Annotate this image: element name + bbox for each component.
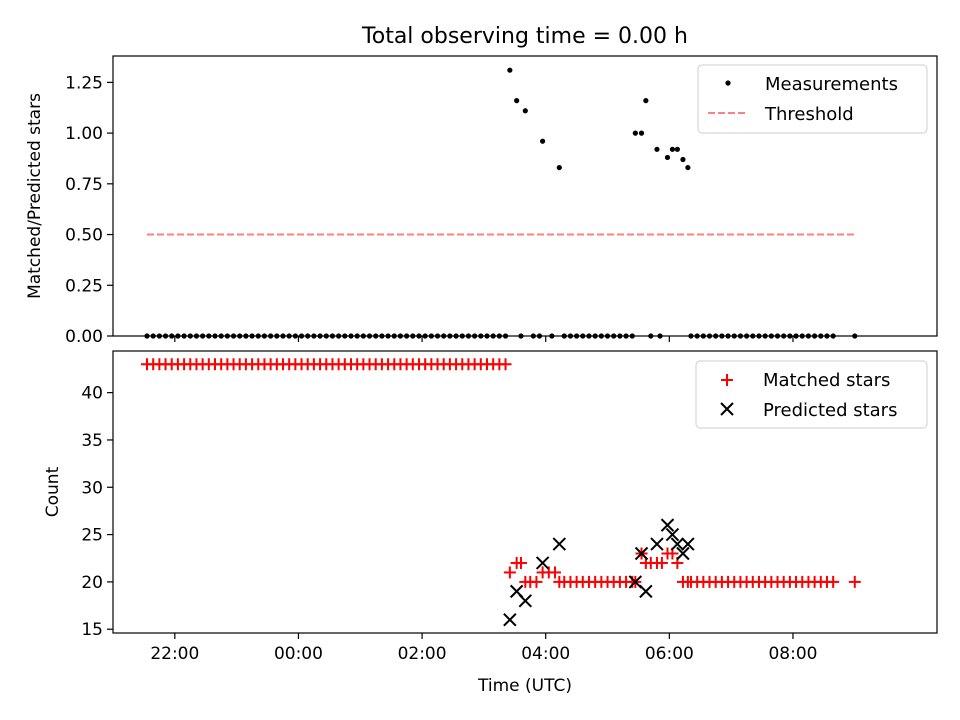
measurement-point (669, 146, 676, 152)
y-tick-label: 15 (81, 620, 103, 640)
measurements-legend-marker (725, 80, 731, 86)
predicted-star-point (639, 584, 653, 599)
predicted-star-point (681, 537, 695, 551)
predicted-star-stroke (639, 584, 653, 599)
count-x-axis: 22:00 00:00 02:00 04:00 06:00 08:00 (150, 633, 817, 664)
y-tick-label: 30 (81, 478, 103, 498)
ratio-legend-box (697, 64, 928, 134)
measurement-point (556, 164, 562, 171)
matched-legend-label: Matched stars (763, 370, 890, 391)
predicted-star-point (634, 546, 649, 561)
matched-star-point (548, 566, 561, 579)
y-tick-label: 35 (81, 431, 103, 451)
y-tick-label: 20 (81, 573, 103, 593)
ratio-y-axis-label: Matched/Predicted stars (25, 93, 45, 299)
x-tick-label: 08:00 (768, 644, 817, 664)
x-axis-label: Time (UTC) (477, 676, 572, 696)
predicted-star-stroke (518, 594, 533, 608)
predicted-star-stroke (665, 527, 680, 542)
predicted-star-stroke (509, 584, 524, 599)
y-tick-label: 40 (81, 384, 103, 404)
measurements-legend-label: Measurements (765, 74, 898, 95)
predicted-star-stroke (552, 537, 567, 551)
measurement-point (540, 138, 546, 144)
y-tick-label: 1.00 (65, 124, 103, 144)
measurement-point (638, 130, 645, 136)
predicted-star-stroke (670, 537, 685, 551)
predicted-star-point (535, 556, 550, 570)
predicted-star-point (676, 546, 690, 561)
matched-star-point (848, 575, 861, 588)
ratio-x-axis (174, 336, 794, 342)
measurement-point (514, 98, 520, 104)
count-y-axis: 15 20 25 30 35 40 (81, 384, 113, 640)
count-panel: 15 20 25 30 35 40 22:00 00:00 02:00 04:00 06:00 08… (43, 350, 938, 696)
count-y-axis-label: Count (43, 466, 63, 517)
count-legend-box (695, 360, 928, 429)
figure-title: Total observing time = 0.00 h (361, 24, 688, 49)
ratio-y-axis: 0.00 0.25 0.50 0.75 1.00 1.25 (65, 73, 113, 347)
y-tick-label: 0.50 (65, 226, 103, 246)
matched-legend-marker (721, 374, 733, 386)
measurement-point (632, 130, 638, 136)
y-tick-label: 0.25 (65, 276, 103, 296)
predicted-star-stroke (634, 546, 649, 561)
predicted-legend-marker (720, 402, 734, 416)
predicted-star-point (670, 537, 685, 551)
ratio-plot-frame (112, 55, 938, 337)
predicted-star-stroke (676, 546, 690, 561)
matched-star-point (827, 575, 840, 588)
predicted-star-point (650, 537, 664, 551)
predicted-star-stroke (503, 613, 517, 627)
predicted-star-point (660, 518, 675, 532)
matched-star-point (655, 556, 668, 569)
predicted-star-stroke (681, 537, 695, 551)
y-tick-label: 1.25 (65, 73, 103, 93)
y-tick-label: 25 (81, 526, 103, 546)
measurement-point (664, 154, 671, 161)
predicted-star-point (503, 613, 517, 627)
matched-star-point (530, 575, 543, 588)
measurement-point (685, 164, 691, 171)
matched-star-point (499, 358, 512, 371)
predicted-star-stroke (535, 556, 550, 570)
predicted-star-stroke (628, 575, 643, 589)
ratio-panel: 0.00 0.25 0.50 0.75 1.00 1.25 Matched/Predict… (25, 55, 938, 347)
measurement-point (507, 67, 513, 73)
predicted-star-point (665, 527, 680, 542)
x-tick-label: 06:00 (645, 644, 694, 664)
measurement-point (674, 146, 680, 152)
predicted-star-stroke (660, 518, 675, 532)
y-tick-label: 0.75 (65, 175, 103, 195)
matched-star-point (514, 556, 527, 569)
predicted-legend-label: Predicted stars (763, 400, 897, 421)
x-tick-label: 22:00 (150, 644, 199, 664)
measurement-point (654, 146, 660, 152)
predicted-star-point (552, 537, 567, 551)
count-plot-frame (112, 350, 938, 634)
ratio-legend: Measurements Threshold (697, 64, 928, 134)
x-tick-label: 04:00 (521, 644, 570, 664)
y-tick-label: 0.00 (65, 327, 103, 347)
count-legend: Matched stars Predicted stars (695, 360, 928, 429)
count-marks (140, 358, 861, 627)
threshold-legend-label: Threshold (764, 104, 854, 125)
measurement-point (522, 108, 528, 114)
x-tick-label: 02:00 (398, 644, 447, 664)
measurement-point (643, 98, 649, 104)
predicted-star-point (518, 594, 533, 608)
measurement-point (680, 156, 686, 163)
predicted-star-stroke (650, 537, 664, 551)
x-tick-label: 00:00 (274, 644, 323, 664)
matched-star-point (503, 566, 516, 579)
